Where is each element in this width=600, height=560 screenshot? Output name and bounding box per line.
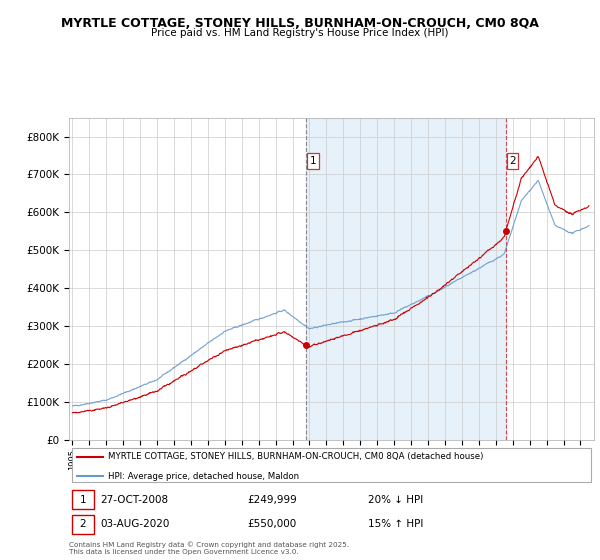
FancyBboxPatch shape [71, 491, 94, 510]
Text: 03-AUG-2020: 03-AUG-2020 [101, 519, 170, 529]
Text: 20% ↓ HPI: 20% ↓ HPI [368, 496, 424, 506]
Text: MYRTLE COTTAGE, STONEY HILLS, BURNHAM-ON-CROUCH, CM0 8QA (detached house): MYRTLE COTTAGE, STONEY HILLS, BURNHAM-ON… [109, 452, 484, 461]
Text: £550,000: £550,000 [248, 519, 297, 529]
Text: 1: 1 [310, 156, 316, 166]
FancyBboxPatch shape [71, 515, 94, 534]
Text: £249,999: £249,999 [248, 496, 297, 506]
Text: MYRTLE COTTAGE, STONEY HILLS, BURNHAM-ON-CROUCH, CM0 8QA: MYRTLE COTTAGE, STONEY HILLS, BURNHAM-ON… [61, 17, 539, 30]
Text: HPI: Average price, detached house, Maldon: HPI: Average price, detached house, Mald… [109, 472, 299, 480]
Text: 27-OCT-2008: 27-OCT-2008 [101, 496, 169, 506]
FancyBboxPatch shape [71, 448, 592, 483]
Text: Price paid vs. HM Land Registry's House Price Index (HPI): Price paid vs. HM Land Registry's House … [151, 28, 449, 38]
Text: 15% ↑ HPI: 15% ↑ HPI [368, 519, 424, 529]
Text: Contains HM Land Registry data © Crown copyright and database right 2025.
This d: Contains HM Land Registry data © Crown c… [69, 542, 349, 555]
Bar [307, 118, 506, 440]
Text: 2: 2 [509, 156, 516, 166]
Text: 2: 2 [79, 519, 86, 529]
Text: 1: 1 [79, 495, 86, 505]
